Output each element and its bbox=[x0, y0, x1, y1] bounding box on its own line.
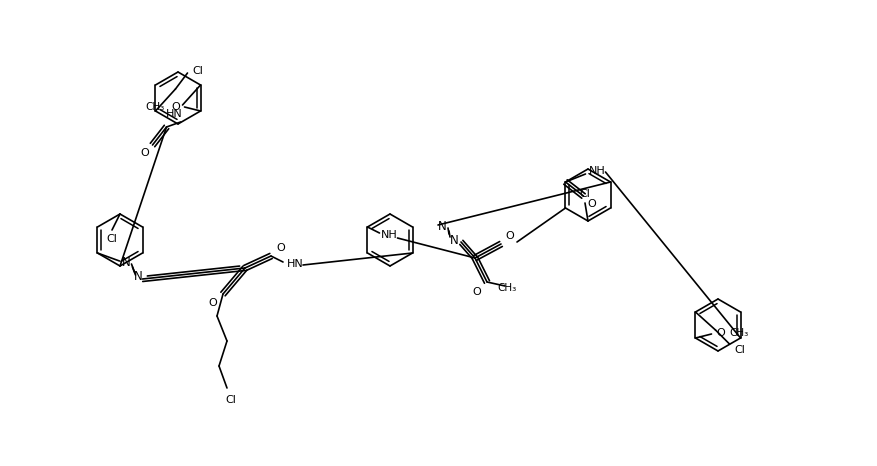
Text: O: O bbox=[171, 102, 180, 112]
Text: N: N bbox=[134, 270, 143, 283]
Text: CH₃: CH₃ bbox=[730, 328, 749, 338]
Text: N: N bbox=[450, 233, 459, 247]
Text: NH: NH bbox=[381, 230, 398, 240]
Text: N: N bbox=[122, 255, 131, 268]
Text: O: O bbox=[587, 199, 595, 209]
Text: O: O bbox=[506, 231, 515, 241]
Text: HN: HN bbox=[287, 259, 303, 269]
Text: Cl: Cl bbox=[580, 189, 590, 199]
Text: Cl: Cl bbox=[107, 234, 118, 244]
Text: N: N bbox=[438, 219, 446, 233]
Text: NH: NH bbox=[589, 166, 606, 176]
Text: HN: HN bbox=[166, 109, 183, 119]
Text: O: O bbox=[717, 328, 725, 338]
Text: Cl: Cl bbox=[225, 395, 237, 405]
Text: CH₃: CH₃ bbox=[497, 283, 517, 293]
Text: CH₃: CH₃ bbox=[145, 102, 164, 112]
Text: O: O bbox=[276, 243, 285, 253]
Text: Cl: Cl bbox=[192, 66, 203, 76]
Text: O: O bbox=[140, 148, 149, 158]
Text: O: O bbox=[473, 287, 481, 297]
Text: O: O bbox=[209, 298, 217, 308]
Text: Cl: Cl bbox=[734, 345, 745, 355]
